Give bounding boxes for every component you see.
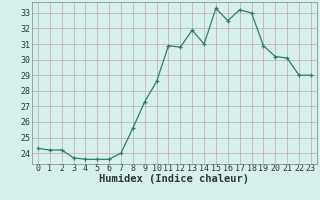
X-axis label: Humidex (Indice chaleur): Humidex (Indice chaleur)	[100, 174, 249, 184]
